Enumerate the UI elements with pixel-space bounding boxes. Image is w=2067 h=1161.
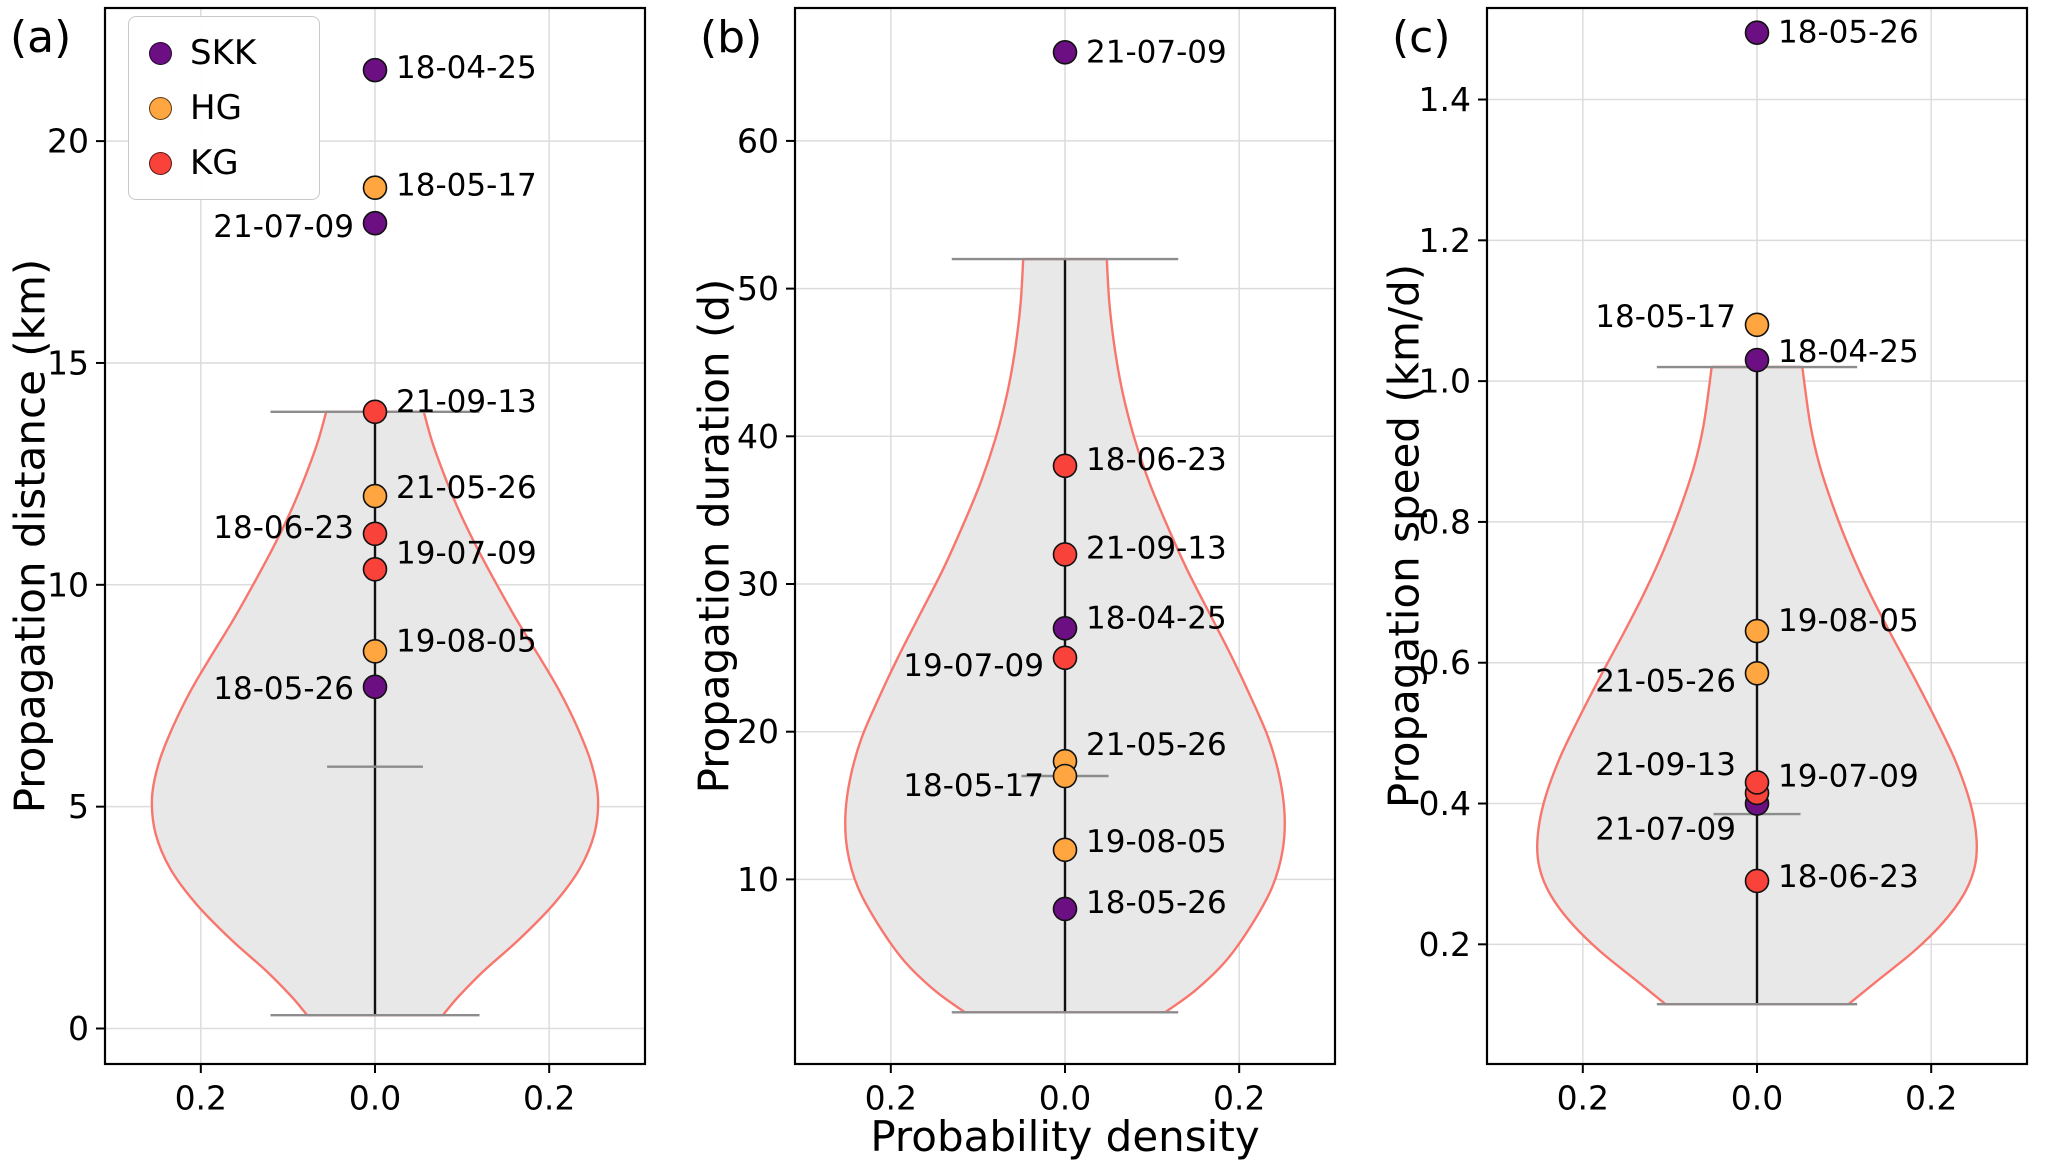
- data-point-18-05-26: [362, 674, 388, 700]
- legend-label: SKK: [190, 33, 257, 73]
- point-label-21-05-26: 21-05-26: [1086, 727, 1227, 763]
- data-point-21-05-26: [1744, 660, 1770, 686]
- point-label-18-04-25: 18-04-25: [396, 50, 537, 86]
- y-tick-label: 10: [47, 565, 89, 604]
- y-tick-label: 0: [68, 1009, 89, 1048]
- y-tick-label: 30: [737, 565, 779, 604]
- point-label-18-04-25: 18-04-25: [1086, 600, 1227, 636]
- violin-panel-c: 18-05-26 18-05-17 18-04-25 19-08-05 21-05-26…: [1419, 6, 2029, 1118]
- point-label-21-05-26: 21-05-26: [396, 470, 537, 506]
- plot-border: [1485, 6, 2029, 1066]
- point-label-21-07-09: 21-07-09: [213, 209, 354, 245]
- point-label-21-09-13: 21-09-13: [396, 384, 537, 420]
- data-point-21-09-13: [362, 399, 388, 425]
- point-label-18-04-25: 18-04-25: [1778, 334, 1919, 370]
- point-label-21-07-09: 21-07-09: [1086, 34, 1227, 70]
- y-tick-label: 20: [47, 122, 89, 161]
- data-point-19-07-09: [362, 556, 388, 582]
- y-tick-label: 0.6: [1419, 643, 1471, 682]
- point-label-21-09-13: 21-09-13: [1086, 530, 1227, 566]
- data-point-19-08-05: [1052, 837, 1078, 863]
- legend-label: KG: [190, 143, 239, 183]
- y-tick-label: 5: [68, 787, 89, 826]
- data-point-18-04-25: [1052, 616, 1078, 641]
- plot-border: [793, 6, 1337, 1066]
- point-label-19-08-05: 19-08-05: [1778, 603, 1919, 639]
- x-tick-label: 0.2: [175, 1079, 227, 1118]
- x-tick-label: 0.2: [865, 1079, 917, 1118]
- y-tick-label: 0.2: [1419, 925, 1471, 964]
- violin-panel-a: 18-04-25 18-05-17 21-07-09 21-09-13 21-05-26…: [47, 6, 647, 1118]
- x-tick-label: 0.2: [1905, 1079, 1957, 1118]
- x-axis-label: Probability density: [870, 1112, 1260, 1161]
- point-label-18-05-17: 18-05-17: [903, 768, 1044, 804]
- data-point-18-06-23: [362, 521, 388, 547]
- y-tick-label: 1.4: [1419, 80, 1471, 119]
- point-label-18-05-26: 18-05-26: [1778, 15, 1919, 51]
- plot-border: [103, 6, 647, 1066]
- point-label-19-07-09: 19-07-09: [1778, 758, 1919, 794]
- legend-marker-KG: [149, 151, 172, 175]
- data-point-19-07-09: [1052, 645, 1078, 671]
- data-point-18-06-23: [1744, 868, 1770, 894]
- panel-letter-c: (c): [1392, 12, 1451, 63]
- point-label-21-07-09: 21-07-09: [1595, 812, 1736, 848]
- data-point-21-07-09: [362, 210, 388, 236]
- point-label-21-09-13: 21-09-13: [1595, 747, 1736, 783]
- y-tick-label: 0.4: [1419, 784, 1471, 823]
- data-point-19-08-05: [362, 639, 388, 664]
- x-tick-label: 0.0: [349, 1079, 401, 1118]
- legend-item-HG: HG: [149, 88, 295, 128]
- data-point-18-05-17: [1052, 763, 1078, 789]
- panel-letter-a: (a): [10, 12, 72, 63]
- y-tick-label: 40: [737, 417, 779, 456]
- y-tick-label: 50: [737, 269, 779, 308]
- data-point-18-06-23: [1052, 453, 1078, 479]
- y-tick-label: 1.0: [1419, 362, 1471, 401]
- data-point-21-09-13: [1052, 542, 1078, 567]
- data-point-19-07-09: [1744, 770, 1770, 795]
- y-tick-label: 10: [737, 860, 779, 899]
- legend-marker-SKK: [149, 41, 172, 65]
- data-point-18-05-26: [1744, 20, 1770, 45]
- y-tick-label: 1.2: [1419, 221, 1471, 260]
- point-label-18-05-17: 18-05-17: [396, 168, 537, 204]
- data-point-18-04-25: [1744, 347, 1770, 373]
- data-point-18-05-26: [1052, 896, 1078, 922]
- point-label-19-08-05: 19-08-05: [396, 623, 537, 659]
- data-point-18-05-17: [1744, 312, 1770, 338]
- point-label-18-05-26: 18-05-26: [213, 671, 354, 707]
- panel-letter-b: (b): [700, 12, 763, 63]
- legend: SKK HG KG: [128, 16, 320, 200]
- y-tick-label: 20: [737, 712, 779, 751]
- data-point-18-04-25: [362, 57, 388, 83]
- legend-label: HG: [190, 88, 242, 128]
- point-label-18-06-23: 18-06-23: [1086, 442, 1227, 478]
- point-label-19-07-09: 19-07-09: [903, 648, 1044, 684]
- point-label-18-05-17: 18-05-17: [1595, 299, 1736, 335]
- violin-panel-b: 21-07-09 18-06-23 21-09-13 18-04-25 19-07-09…: [737, 6, 1337, 1118]
- x-tick-label: 0.0: [1731, 1079, 1783, 1118]
- data-point-18-05-17: [362, 175, 388, 200]
- point-label-18-05-26: 18-05-26: [1086, 885, 1227, 921]
- point-label-19-08-05: 19-08-05: [1086, 824, 1227, 860]
- legend-item-SKK: SKK: [149, 33, 295, 73]
- data-point-19-08-05: [1744, 618, 1770, 644]
- y-tick-label: 60: [737, 121, 779, 160]
- x-tick-label: 0.2: [1557, 1079, 1609, 1118]
- point-label-18-06-23: 18-06-23: [1778, 859, 1919, 895]
- data-point-21-05-26: [362, 483, 388, 509]
- y-tick-label: 15: [47, 343, 89, 382]
- point-label-21-05-26: 21-05-26: [1595, 663, 1736, 699]
- point-label-19-07-09: 19-07-09: [396, 535, 537, 571]
- point-label-18-06-23: 18-06-23: [213, 510, 354, 546]
- legend-item-KG: KG: [149, 143, 295, 183]
- x-tick-label: 0.2: [523, 1079, 575, 1118]
- x-tick-label: 0.0: [1039, 1079, 1091, 1118]
- x-tick-label: 0.2: [1213, 1079, 1265, 1118]
- y-tick-label: 0.8: [1419, 502, 1471, 541]
- legend-marker-HG: [149, 96, 172, 120]
- data-point-21-07-09: [1052, 40, 1078, 65]
